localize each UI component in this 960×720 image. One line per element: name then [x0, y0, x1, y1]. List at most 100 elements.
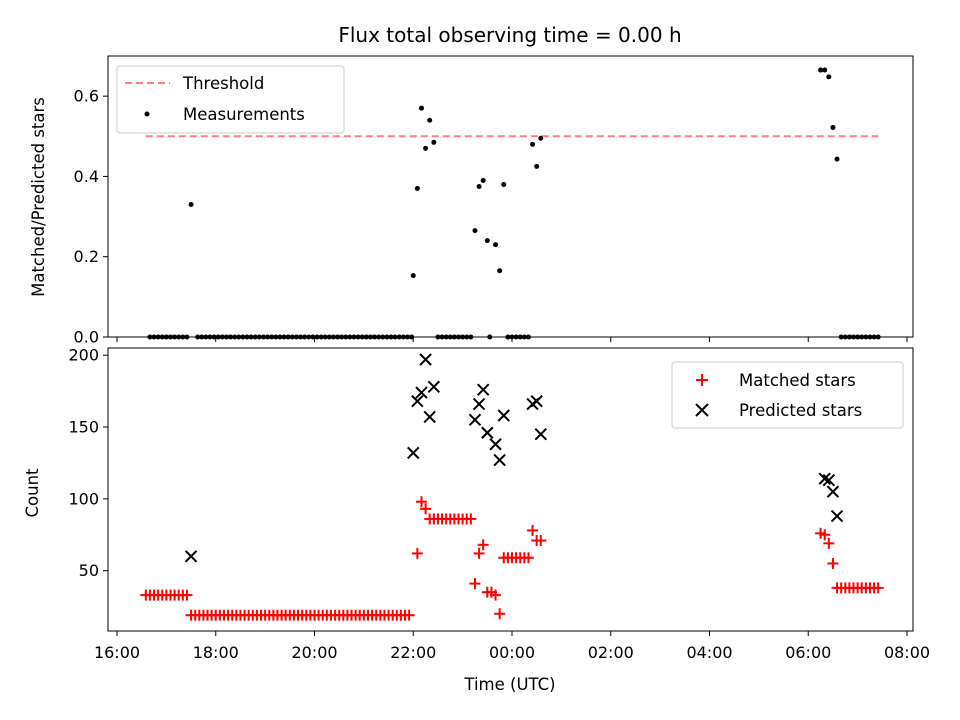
- matched-star-point: [494, 608, 506, 620]
- bottom-axes-frame: [107, 347, 914, 632]
- measurement-point: [501, 181, 507, 187]
- bottom-x-tick-label: 16:00: [94, 643, 140, 662]
- predicted-star-point: [493, 453, 506, 467]
- measurement-point: [826, 74, 832, 80]
- matched-star-point: [473, 547, 485, 559]
- bottom-x-tick-label: 08:00: [884, 643, 930, 662]
- measurement-point: [418, 105, 424, 111]
- matched-star-point: [469, 578, 481, 590]
- measurement-point: [834, 156, 840, 162]
- predicted-star-point: [826, 485, 840, 498]
- measurement-point: [414, 185, 420, 191]
- predicted-star-point: [419, 353, 432, 366]
- measurement-point: [818, 67, 824, 73]
- bottom-x-ticks: 16:00 18:00 20:00 22:00 00:00 02:00 04:00 06:00…: [94, 631, 930, 662]
- top-legend: Threshold Measurements: [116, 65, 345, 134]
- bottom-legend-box: [671, 361, 904, 429]
- matched-star-point: [872, 582, 884, 594]
- bottom-panel: 50 100 150 200 16:00 18:00 20:00 22:00 00:00 02:…: [23, 346, 930, 694]
- bottom-x-tick-label: 20:00: [291, 643, 337, 662]
- predicted-x-stroke-2: [476, 383, 490, 396]
- matched-star-point: [415, 496, 427, 508]
- legend-predicted-label: Predicted stars: [739, 401, 862, 420]
- measurement-point: [480, 177, 486, 183]
- measurement-point: [534, 163, 540, 169]
- figure-title: Flux total observing time = 0.00 h: [338, 23, 681, 47]
- predicted-x-stroke-2: [489, 438, 502, 451]
- matched-star-point: [403, 609, 415, 621]
- matched-star-point: [535, 534, 547, 546]
- predicted-star-point: [818, 472, 831, 485]
- predicted-x-stroke-2: [423, 410, 436, 424]
- predicted-star-point: [427, 380, 441, 393]
- predicted-x-stroke-2: [826, 485, 840, 498]
- predicted-star-point: [468, 413, 482, 427]
- predicted-star-point: [423, 410, 436, 424]
- predicted-star-point: [472, 397, 486, 411]
- predicted-x-stroke-2: [468, 413, 482, 427]
- predicted-star-point: [184, 550, 198, 563]
- matched-star-point: [465, 513, 477, 525]
- bottom-x-tick-label: 18:00: [193, 643, 239, 662]
- predicted-star-point: [534, 427, 548, 441]
- measurement-point: [427, 117, 433, 123]
- top-y-tick-label: 0.6: [74, 87, 99, 106]
- predicted-star-point: [481, 426, 494, 439]
- bottom-legend: Matched stars Predicted stars: [671, 361, 904, 429]
- measurement-point: [410, 273, 416, 279]
- measurement-point: [484, 238, 490, 244]
- bottom-x-tick-label: 02:00: [588, 643, 634, 662]
- matched-star-point: [477, 539, 489, 551]
- measurement-point: [538, 135, 544, 141]
- bottom-x-tick-label: 00:00: [489, 643, 535, 662]
- predicted-star-point: [830, 509, 844, 523]
- bottom-y-axis-label: Count: [23, 468, 42, 518]
- predicted-star-point: [407, 446, 420, 460]
- predicted-x-stroke-2: [534, 427, 548, 441]
- predicted-star-point: [497, 409, 510, 422]
- legend-matched-label: Matched stars: [739, 371, 856, 390]
- measurement-point: [188, 202, 194, 208]
- matched-star-point: [522, 552, 534, 564]
- measurement-point: [476, 183, 482, 189]
- top-legend-box: [116, 65, 345, 134]
- bottom-x-tick-label: 22:00: [390, 643, 436, 662]
- legend-threshold-label: Threshold: [182, 74, 264, 93]
- top-y-ticks: 0.0 0.2 0.4 0.6: [74, 87, 108, 347]
- matched-star-point: [827, 557, 839, 569]
- legend-matched-swatch: [696, 374, 708, 386]
- predicted-x-stroke-2: [415, 386, 428, 399]
- measurement-point: [431, 139, 437, 145]
- matched-star-point: [411, 547, 423, 559]
- predicted-x-stroke-2: [184, 550, 198, 563]
- top-panel: 0.0 0.2 0.4 0.6 Matched/Predicted stars Thr…: [29, 55, 914, 347]
- predicted-x-stroke-2: [818, 472, 831, 485]
- predicted-x-stroke-2: [411, 394, 424, 408]
- predicted-star-point: [822, 473, 836, 487]
- predicted-x-stroke-2: [830, 509, 844, 523]
- legend-measurements-swatch: [144, 111, 150, 117]
- predicted-x-stroke-2: [530, 394, 543, 408]
- predicted-star-point: [530, 394, 543, 408]
- predicted-star-point: [489, 438, 502, 451]
- top-x-ticks: [116, 337, 908, 342]
- predicted-x-stroke-2: [419, 353, 432, 366]
- matched-star-point: [527, 524, 539, 536]
- predicted-x-stroke-2: [497, 409, 510, 422]
- predicted-x-stroke-2: [427, 380, 441, 393]
- legend-measurements-label: Measurements: [183, 105, 305, 124]
- bottom-points-layer: [140, 353, 884, 621]
- top-y-tick-label: 0.0: [74, 328, 99, 347]
- bottom-y-tick-label: 150: [68, 418, 99, 437]
- measurement-point: [472, 228, 478, 234]
- predicted-star-point: [411, 394, 424, 408]
- x-axis-label: Time (UTC): [463, 675, 555, 694]
- predicted-x-stroke-2: [493, 453, 506, 467]
- predicted-x-stroke-2: [472, 397, 486, 411]
- measurement-point: [497, 268, 503, 274]
- bottom-y-tick-label: 50: [79, 561, 99, 580]
- top-axes-frame: [107, 55, 914, 338]
- bottom-x-tick-label: 04:00: [686, 643, 732, 662]
- predicted-x-stroke-2: [407, 446, 420, 460]
